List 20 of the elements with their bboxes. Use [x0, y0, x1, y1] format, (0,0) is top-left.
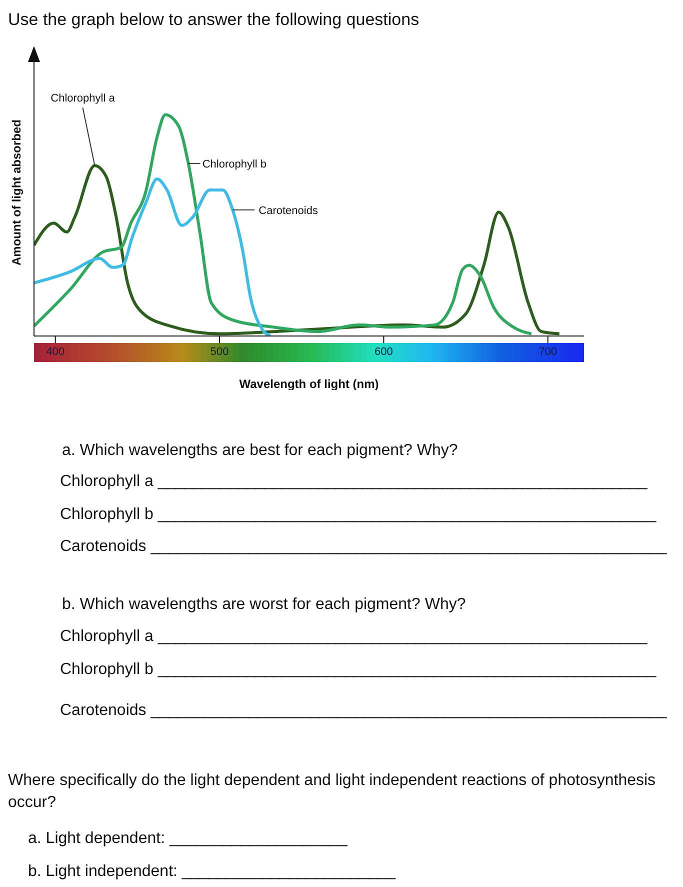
text: Chlorophyll a _______________________________________________________	[60, 627, 648, 647]
text: Carotenoids __________________________________________________________	[60, 537, 667, 557]
x-tick-label: 400	[46, 346, 65, 358]
text: Chlorophyll b ________________________________________________________	[60, 505, 656, 525]
x-tick-label: 600	[374, 346, 393, 358]
text: Chlorophyll b ________________________________________________________	[60, 660, 656, 680]
x-tick-label: 500	[210, 346, 229, 358]
text: b. Light independent: ________________________	[28, 862, 396, 882]
chart-title: Use the graph below to answer the following questions	[8, 10, 420, 30]
text: a. Light dependent: ____________________	[28, 829, 348, 849]
text: Chlorophyll a	[50, 92, 116, 105]
text: Chlorophyll a _______________________________________________________	[60, 472, 648, 492]
text: Carotenoids __________________________________________________________	[60, 701, 667, 721]
series-label: Chlorophyll b	[202, 158, 267, 170]
text: Where specifically do the light dependent and light independent reactions of photosynthesis occur?	[8, 771, 657, 813]
text: a. Which wavelengths are best for each pigment? Why?	[62, 441, 458, 461]
text: Carotenoids	[258, 204, 318, 217]
text: b. Which wavelengths are worst for each pigment? Why?	[62, 595, 466, 615]
x-tick-label: 700	[538, 346, 558, 358]
y-axis-title: Amount of light absorbed	[9, 120, 24, 266]
